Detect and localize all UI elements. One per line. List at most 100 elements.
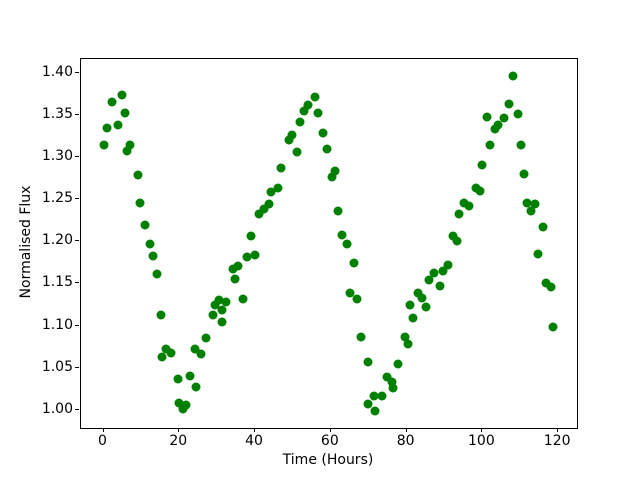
- scatter-dot: [166, 348, 176, 358]
- scatter-dot: [435, 281, 445, 291]
- scatter-dot: [363, 399, 373, 409]
- scatter-dot: [185, 371, 194, 381]
- scatter-dot: [485, 140, 495, 150]
- scatter-dot: [526, 206, 536, 216]
- scatter-dot: [413, 288, 423, 298]
- scatter-dot: [152, 269, 162, 279]
- scatter-dot: [330, 166, 340, 176]
- scatter-dot: [191, 382, 201, 392]
- scatter-dot: [318, 128, 328, 138]
- scatter-dot: [533, 249, 543, 259]
- scatter-dot: [228, 264, 238, 274]
- scatter-dot: [210, 300, 220, 310]
- scatter-dot: [429, 268, 439, 278]
- scatter-dot: [196, 349, 206, 359]
- x-tick-label: 40: [245, 433, 263, 449]
- scatter-dot: [417, 293, 427, 303]
- x-tick-mark: [102, 428, 104, 432]
- scatter-dot: [508, 71, 518, 81]
- scatter-dot: [99, 140, 109, 150]
- scatter-dot: [424, 275, 434, 285]
- scatter-dot: [250, 250, 260, 260]
- scatter-dot: [370, 406, 380, 416]
- scatter-dot: [519, 169, 529, 179]
- y-tick-mark: [75, 156, 79, 158]
- scatter-dot: [349, 258, 359, 268]
- scatter-dot: [201, 333, 211, 343]
- scatter-dot: [363, 357, 373, 367]
- scatter-dot: [493, 120, 503, 130]
- x-tick-mark: [329, 428, 331, 432]
- scatter-dot: [393, 359, 403, 369]
- scatter-dot: [475, 186, 485, 196]
- scatter-dot: [117, 90, 127, 100]
- x-axis-label: Time (Hours): [282, 452, 374, 468]
- x-tick-mark: [557, 428, 559, 432]
- scatter-dot: [303, 100, 313, 110]
- y-tick-mark: [75, 282, 79, 284]
- x-tick-mark: [405, 428, 407, 432]
- scatter-dot: [292, 147, 302, 157]
- scatter-dot: [438, 266, 448, 276]
- y-tick-mark: [75, 71, 79, 73]
- scatter-dot: [443, 260, 453, 270]
- y-tick-label: 1.05: [41, 358, 73, 375]
- scatter-dot: [477, 160, 487, 170]
- x-tick-label: 60: [320, 433, 339, 449]
- scatter-dot: [125, 140, 135, 150]
- x-tick-mark: [481, 428, 483, 432]
- scatter-dot: [369, 391, 379, 401]
- scatter-dot: [120, 108, 130, 118]
- x-tick-label: 120: [543, 433, 571, 449]
- scatter-dot: [238, 294, 248, 304]
- scatter-dot: [122, 146, 132, 156]
- y-tick-label: 1.30: [41, 148, 73, 165]
- x-tick-label: 0: [98, 433, 107, 449]
- scatter-dot: [464, 201, 474, 211]
- scatter-dot: [217, 305, 227, 315]
- scatter-dot: [264, 199, 274, 208]
- scatter-dot: [246, 231, 256, 240]
- scatter-dot: [377, 391, 387, 401]
- scatter-dot: [145, 239, 155, 249]
- x-tick-label: 100: [468, 433, 495, 449]
- scatter-dot: [482, 112, 492, 122]
- scatter-dot: [499, 113, 509, 123]
- scatter-dot: [102, 123, 112, 133]
- scatter-dot: [408, 313, 418, 323]
- scatter-dot: [454, 209, 464, 219]
- scatter-dot: [217, 317, 227, 327]
- scatter-dot: [530, 199, 540, 209]
- scatter-dot: [459, 198, 469, 208]
- x-tick-mark: [254, 428, 256, 432]
- scatter-dot: [388, 383, 398, 393]
- scatter-dot: [148, 251, 158, 261]
- scatter-dot: [284, 135, 294, 144]
- y-tick-mark: [75, 240, 79, 242]
- scatter-dot: [242, 252, 252, 262]
- scatter-dot: [322, 144, 332, 154]
- scatter-dot: [287, 130, 297, 140]
- y-tick-mark: [75, 114, 79, 116]
- scatter-dot: [342, 239, 352, 249]
- y-tick-label: 1.20: [41, 232, 73, 249]
- scatter-dot: [161, 344, 171, 354]
- scatter-dot: [221, 297, 231, 307]
- y-tick-mark: [75, 198, 79, 200]
- scatter-dot: [214, 295, 224, 305]
- scatter-dot: [522, 198, 532, 208]
- scatter-dot: [403, 339, 413, 349]
- scatter-dot: [173, 374, 183, 384]
- scatter-dot: [299, 106, 309, 116]
- scatter-dot: [156, 310, 166, 320]
- x-tick-label: 20: [169, 433, 188, 449]
- scatter-dot: [276, 163, 286, 173]
- scatter-dot: [140, 220, 150, 230]
- scatter-dot: [387, 377, 397, 387]
- scatter-dot: [233, 261, 243, 271]
- scatter-dot: [333, 206, 343, 216]
- scatter-dot: [313, 108, 323, 118]
- scatter-dot: [327, 172, 337, 182]
- scatter-dot: [513, 109, 523, 119]
